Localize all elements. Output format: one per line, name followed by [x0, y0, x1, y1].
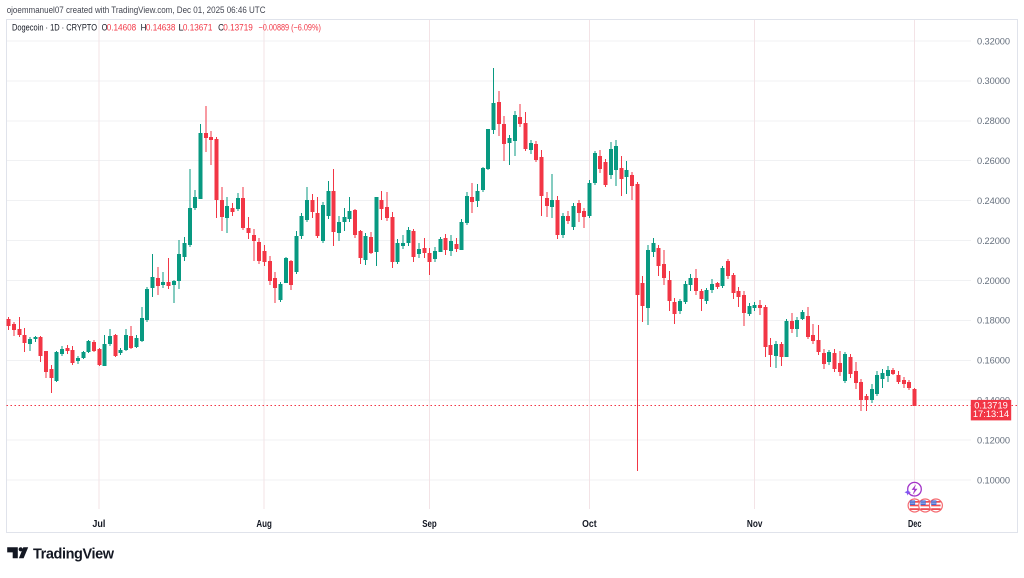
svg-text:Aug: Aug — [256, 519, 272, 530]
svg-text:0.13671: 0.13671 — [183, 23, 213, 33]
svg-text:0.24000: 0.24000 — [977, 196, 1010, 206]
svg-text:0.26000: 0.26000 — [977, 156, 1010, 166]
svg-text:TradingView: TradingView — [33, 546, 115, 562]
svg-text:Nov: Nov — [747, 519, 763, 530]
svg-text:−0.00889 (−6.09%): −0.00889 (−6.09%) — [259, 23, 321, 33]
svg-text:C: C — [218, 23, 224, 33]
svg-text:0.22000: 0.22000 — [977, 236, 1010, 246]
svg-text:0.28000: 0.28000 — [977, 116, 1010, 126]
svg-text:0.13719: 0.13719 — [974, 401, 1008, 411]
svg-text:H: H — [141, 23, 147, 33]
svg-text:O: O — [102, 23, 108, 33]
svg-text:0.10000: 0.10000 — [977, 475, 1010, 485]
svg-text:0.14608: 0.14608 — [107, 23, 137, 33]
svg-text:0.18000: 0.18000 — [977, 316, 1010, 326]
svg-text:0.32000: 0.32000 — [977, 36, 1010, 46]
svg-text:0.16000: 0.16000 — [977, 356, 1010, 366]
svg-text:Dec: Dec — [908, 519, 922, 530]
svg-text:0.20000: 0.20000 — [977, 276, 1010, 286]
svg-text:Dogecoin · 1D · CRYPTO: Dogecoin · 1D · CRYPTO — [12, 23, 97, 33]
svg-text:17:13:14: 17:13:14 — [973, 409, 1009, 419]
svg-text:Oct: Oct — [582, 519, 597, 530]
svg-text:L: L — [179, 23, 184, 33]
svg-text:ojoemmanuel07 created with Tra: ojoemmanuel07 created with TradingView.c… — [7, 5, 266, 15]
svg-text:Jul: Jul — [92, 519, 105, 530]
svg-text:Sep: Sep — [422, 519, 437, 530]
svg-text:0.30000: 0.30000 — [977, 76, 1010, 86]
svg-text:0.12000: 0.12000 — [977, 435, 1010, 445]
svg-text:0.14638: 0.14638 — [146, 23, 176, 33]
svg-text:0.13719: 0.13719 — [223, 23, 253, 33]
